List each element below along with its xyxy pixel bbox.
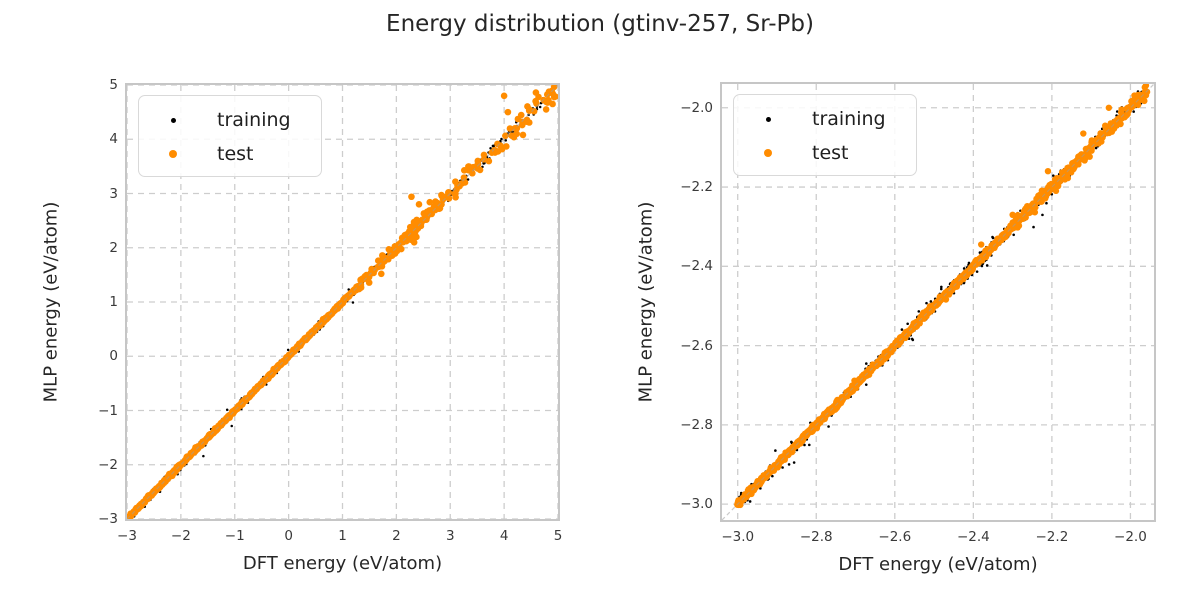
test-marker-icon bbox=[169, 150, 177, 158]
y-tick-label: −2.0 bbox=[680, 99, 713, 116]
left-plot-area: training test bbox=[125, 83, 560, 521]
x-tick-label: 5 bbox=[553, 528, 563, 544]
y-tick-label: −2.2 bbox=[680, 179, 713, 196]
y-tick-label: −3 bbox=[98, 511, 118, 527]
x-tick-label: −2 bbox=[170, 528, 191, 544]
y-tick-label: −1 bbox=[98, 402, 118, 419]
x-tick-label: −2.2 bbox=[1035, 529, 1069, 545]
y-tick-label: 2 bbox=[109, 239, 118, 256]
legend-label-training: training bbox=[217, 109, 291, 131]
legend-label-training: training bbox=[812, 108, 886, 130]
x-tick-label: −2.0 bbox=[1114, 529, 1147, 545]
y-tick-label: −2.6 bbox=[680, 337, 713, 354]
right-x-axis-label: DFT energy (eV/atom) bbox=[838, 554, 1038, 575]
left-y-axis-label: MLP energy (eV/atom) bbox=[40, 201, 62, 403]
y-tick-label: −2.8 bbox=[680, 416, 713, 433]
x-tick-label: 4 bbox=[499, 528, 509, 544]
x-tick-label: −1 bbox=[224, 528, 245, 544]
x-tick-label: −2.6 bbox=[878, 529, 912, 545]
x-tick-label: 0 bbox=[284, 528, 293, 544]
legend-label-test: test bbox=[217, 143, 254, 165]
y-tick-label: 5 bbox=[109, 77, 118, 93]
y-tick-label: −3.0 bbox=[680, 496, 713, 513]
training-marker-icon bbox=[765, 116, 771, 122]
x-tick-label: 3 bbox=[445, 528, 455, 544]
training-marker-icon bbox=[170, 117, 176, 123]
figure-title: Energy distribution (gtinv-257, Sr-Pb) bbox=[386, 11, 814, 37]
y-tick-label: 0 bbox=[109, 348, 118, 365]
y-tick-label: −2 bbox=[98, 456, 118, 473]
x-tick-label: 1 bbox=[338, 528, 347, 544]
x-tick-label: −3.0 bbox=[721, 529, 755, 545]
right-legend: training test bbox=[733, 94, 917, 176]
y-tick-label: 1 bbox=[109, 294, 118, 310]
right-plot-area: training test bbox=[720, 82, 1156, 522]
right-y-axis-label: MLP energy (eV/atom) bbox=[635, 201, 657, 403]
legend-item-training: training bbox=[734, 102, 916, 136]
left-x-axis-label: DFT energy (eV/atom) bbox=[242, 553, 443, 574]
x-tick-label: −2.8 bbox=[799, 529, 833, 545]
x-tick-label: −2.4 bbox=[956, 529, 990, 545]
legend-item-training: training bbox=[139, 103, 321, 137]
test-marker-icon bbox=[764, 149, 772, 157]
legend-item-test: test bbox=[734, 136, 916, 170]
y-tick-label: 3 bbox=[109, 185, 118, 202]
x-tick-label: −3 bbox=[117, 528, 137, 544]
y-tick-label: 4 bbox=[109, 131, 118, 148]
x-tick-label: 2 bbox=[392, 528, 401, 544]
legend-label-test: test bbox=[812, 142, 849, 164]
y-tick-label: −2.4 bbox=[680, 258, 713, 275]
left-legend: training test bbox=[138, 95, 322, 177]
legend-item-test: test bbox=[139, 137, 321, 171]
